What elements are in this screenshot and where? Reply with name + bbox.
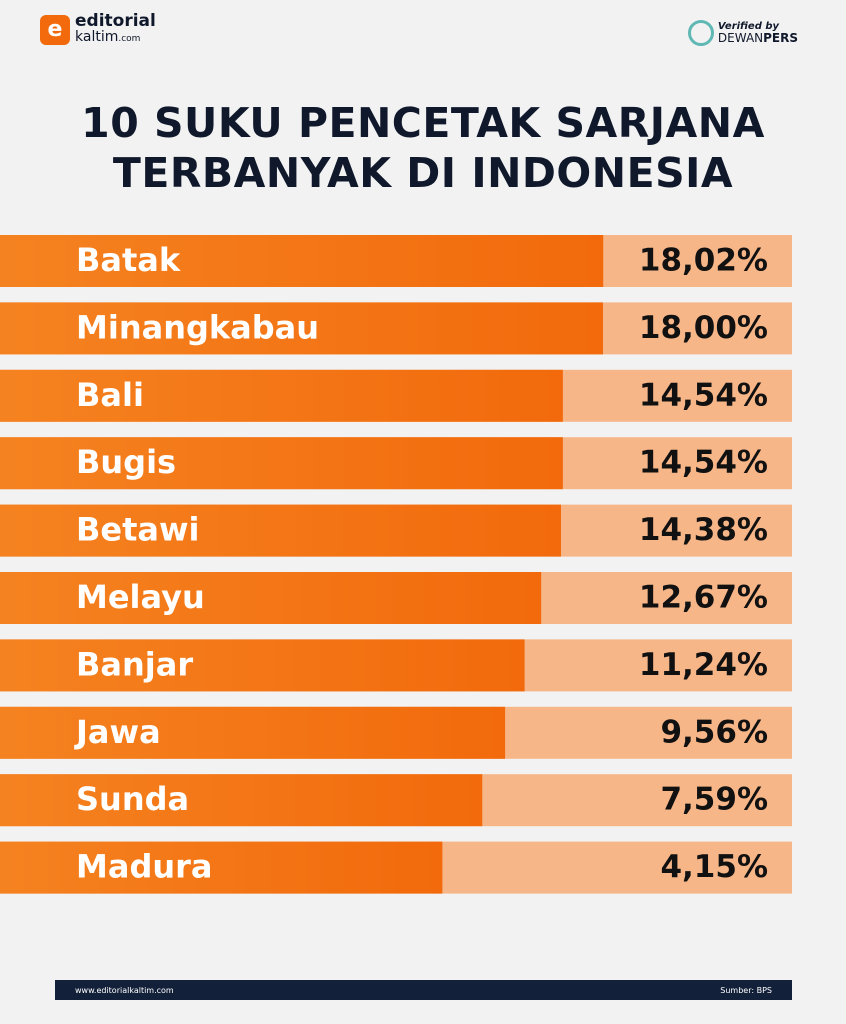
value-label: 14,38%: [639, 512, 768, 548]
brand-suffix: .com: [118, 34, 141, 44]
value-label: 12,67%: [639, 580, 768, 616]
value-label: 18,00%: [639, 310, 768, 346]
category-label: Batak: [76, 241, 181, 279]
logo: e editorial kaltim.com: [40, 12, 156, 47]
value-label: 14,54%: [639, 377, 768, 413]
verified-text: Verified by: [717, 21, 780, 32]
bar: [0, 572, 542, 624]
value-label: 9,56%: [660, 714, 768, 750]
org-1: DEWAN: [717, 31, 764, 45]
value-label: 7,59%: [660, 782, 768, 818]
bar: [0, 437, 563, 490]
category-label: Sunda: [76, 780, 189, 818]
verified-badge: Verified by DEWANPERS: [687, 20, 798, 46]
org-2: PERS: [763, 31, 798, 45]
badge-icon: [687, 20, 714, 46]
verified-org: DEWANPERS: [718, 32, 798, 45]
category-label: Madura: [76, 848, 213, 886]
bar: [0, 774, 483, 827]
brand-sub: kaltim.com: [75, 30, 156, 47]
category-label: Minangkabau: [76, 308, 319, 346]
bar: [0, 302, 603, 355]
category-label: Jawa: [74, 713, 161, 751]
category-label: Melayu: [76, 578, 205, 616]
brand-name: editorial: [75, 11, 156, 31]
category-label: Betawi: [76, 511, 200, 549]
footer-source: Sumber: BPS: [720, 985, 772, 995]
bar: [0, 369, 563, 422]
value-label: 4,15%: [660, 849, 768, 885]
value-label: 14,54%: [639, 445, 768, 481]
category-label: Bugis: [76, 443, 176, 481]
bar: [0, 706, 506, 759]
value-label: 11,24%: [639, 647, 768, 683]
bar: [0, 639, 525, 692]
bar: [0, 841, 443, 894]
brand-sub-text: kaltim: [75, 29, 119, 45]
value-label: 18,02%: [639, 243, 768, 279]
footer: www.editorialkaltim.com Sumber: BPS: [55, 980, 792, 1000]
footer-url: www.editorialkaltim.com: [75, 985, 174, 995]
chart-title: 10 SUKU PENCETAK SARJANA TERBANYAK DI IN…: [81, 99, 765, 197]
category-label: Bali: [76, 376, 144, 414]
bar: [0, 235, 604, 287]
logo-icon: e: [40, 14, 70, 45]
category-label: Banjar: [76, 645, 193, 683]
bar: [0, 504, 562, 557]
